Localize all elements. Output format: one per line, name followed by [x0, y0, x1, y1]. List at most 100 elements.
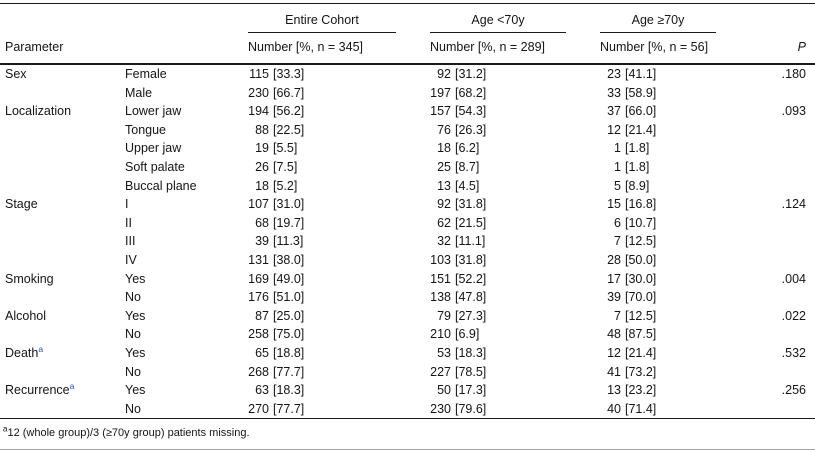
p-value-cell	[750, 325, 815, 344]
clinical-characteristics-table: Entire Cohort Age <70y Age ≥70y Paramete…	[0, 3, 815, 420]
p-value-column-header: P	[750, 33, 815, 65]
value-cell-age-lt70: 25 [8.7]	[430, 158, 600, 177]
count-value: 268	[248, 364, 269, 379]
parameter-cell	[0, 158, 125, 177]
percent-value: [30.0]	[625, 271, 657, 286]
value-cell-age-ge70: 33 [58.9]	[600, 84, 750, 103]
value-cell-age-lt70: 92 [31.2]	[430, 64, 600, 84]
count-value: 5	[614, 178, 621, 193]
p-value-cell	[750, 177, 815, 196]
percent-value: [33.3]	[273, 67, 305, 81]
count-value: 157	[430, 104, 451, 119]
percent-value: [4.5]	[455, 178, 480, 193]
level-cell: Yes	[125, 345, 146, 360]
p-value-cell	[750, 121, 815, 140]
table-row: No 270 [77.7] 230 [79.6] 40 [71.4]	[0, 399, 815, 420]
value-cell-age-lt70: 32 [11.1]	[430, 232, 600, 251]
p-value-cell	[750, 158, 815, 177]
count-value: 19	[255, 141, 269, 156]
count-value: 39	[255, 234, 269, 249]
table-row: No 176 [51.0] 138 [47.8] 39 [70.0]	[0, 288, 815, 307]
table-row: No 268 [77.7] 227 [78.5] 41 [73.2]	[0, 363, 815, 382]
value-cell-entire-cohort: 230 [66.7]	[248, 84, 430, 103]
p-value-cell	[750, 84, 815, 103]
count-value: 197	[430, 85, 451, 100]
count-value: 7	[614, 308, 621, 323]
count-value: 50	[437, 383, 451, 398]
table-row: Male 230 [66.7] 197 [68.2] 33 [58.9]	[0, 84, 815, 103]
value-cell-entire-cohort: 131 [38.0]	[248, 251, 430, 270]
parameter-cell: Smoking	[0, 270, 125, 289]
footnote-reference-link[interactable]: a	[69, 381, 75, 391]
count-value: 6	[614, 215, 621, 230]
column-subheader-row: Parameter Number [%, n = 345] Number [%,…	[0, 33, 815, 65]
count-value: 138	[430, 290, 451, 305]
percent-value: [6.2]	[455, 141, 480, 156]
p-value-cell	[750, 139, 815, 158]
value-cell-entire-cohort: 68 [19.7]	[248, 214, 430, 233]
count-value: 230	[248, 85, 269, 100]
value-cell-age-ge70: 7 [12.5]	[600, 232, 750, 251]
header-spacer	[750, 3, 815, 33]
level-cell: Yes	[125, 271, 146, 286]
count-value: 79	[437, 308, 451, 323]
value-cell-entire-cohort: 270 [77.7]	[248, 399, 430, 420]
table-row: III 39 [11.3] 32 [11.1] 7 [12.5]	[0, 232, 815, 251]
value-cell-age-lt70: 50 [17.3]	[430, 381, 600, 400]
value-cell-entire-cohort: 169 [49.0]	[248, 270, 430, 289]
value-cell-entire-cohort: 63 [18.3]	[248, 381, 430, 400]
parameter-cell	[0, 232, 125, 251]
value-cell-entire-cohort: 115 [33.3]	[248, 64, 430, 84]
group-header-age-lt70: Age <70y	[430, 3, 600, 33]
value-cell-age-lt70: 151 [52.2]	[430, 270, 600, 289]
percent-value: [16.8]	[625, 197, 657, 212]
parameter-label: Death	[5, 345, 39, 360]
table-row: No 258 [75.0] 210 [6.9] 48 [87.5]	[0, 325, 815, 344]
percent-value: [31.2]	[455, 67, 487, 81]
table-row: Alcohol Yes 87 [25.0] 79 [27.3] 7 [12.5] .0…	[0, 307, 815, 326]
p-value-cell: .004	[781, 271, 806, 286]
p-value-cell: .022	[781, 308, 806, 323]
p-value-cell	[750, 399, 815, 420]
percent-value: [10.7]	[625, 215, 657, 230]
percent-value: [12.5]	[625, 308, 657, 323]
count-value: 1	[614, 159, 621, 174]
percent-value: [8.9]	[625, 178, 650, 193]
value-cell-entire-cohort: 18 [5.2]	[248, 177, 430, 196]
group-header-label: Entire Cohort	[248, 11, 396, 33]
percent-value: [58.9]	[625, 85, 657, 100]
value-cell-age-ge70: 48 [87.5]	[600, 325, 750, 344]
percent-value: [7.5]	[273, 159, 298, 174]
footnote-reference-link[interactable]: a	[38, 343, 44, 354]
value-cell-age-ge70: 12 [21.4]	[600, 344, 750, 363]
value-cell-age-ge70: 6 [10.7]	[600, 214, 750, 233]
parameter-cell: Stage	[0, 195, 125, 214]
table-row: Recurrencea Yes 63 [18.3] 50 [17.3] 13 [23.…	[0, 381, 815, 400]
group-header-label: Age <70y	[430, 11, 566, 33]
count-value: 41	[607, 364, 621, 379]
parameter-label: Localization	[5, 104, 72, 119]
count-value: 32	[437, 234, 451, 249]
value-cell-age-lt70: 138 [47.8]	[430, 288, 600, 307]
percent-value: [5.2]	[273, 178, 298, 193]
value-cell-age-ge70: 15 [16.8]	[600, 195, 750, 214]
count-value: 1	[614, 141, 621, 156]
p-value-cell: .180	[781, 67, 806, 81]
value-cell-age-lt70: 230 [79.6]	[430, 399, 600, 420]
table-row: Upper jaw 19 [5.5] 18 [6.2] 1 [1.8]	[0, 139, 815, 158]
level-cell: II	[125, 215, 132, 230]
group-header-age-ge70: Age ≥70y	[600, 3, 750, 33]
subheader-age-lt70: Number [%, n = 289]	[430, 33, 600, 65]
value-cell-age-lt70: 76 [26.3]	[430, 121, 600, 140]
percent-value: [25.0]	[273, 308, 305, 323]
p-value-cell	[750, 232, 815, 251]
value-cell-age-lt70: 53 [18.3]	[430, 344, 600, 363]
value-cell-age-ge70: 41 [73.2]	[600, 363, 750, 382]
parameter-cell	[0, 399, 125, 420]
count-value: 131	[248, 252, 269, 267]
percent-value: [1.8]	[625, 159, 650, 174]
level-cell: Yes	[125, 308, 146, 323]
value-cell-age-lt70: 62 [21.5]	[430, 214, 600, 233]
p-value-cell	[750, 288, 815, 307]
count-value: 12	[607, 122, 621, 137]
